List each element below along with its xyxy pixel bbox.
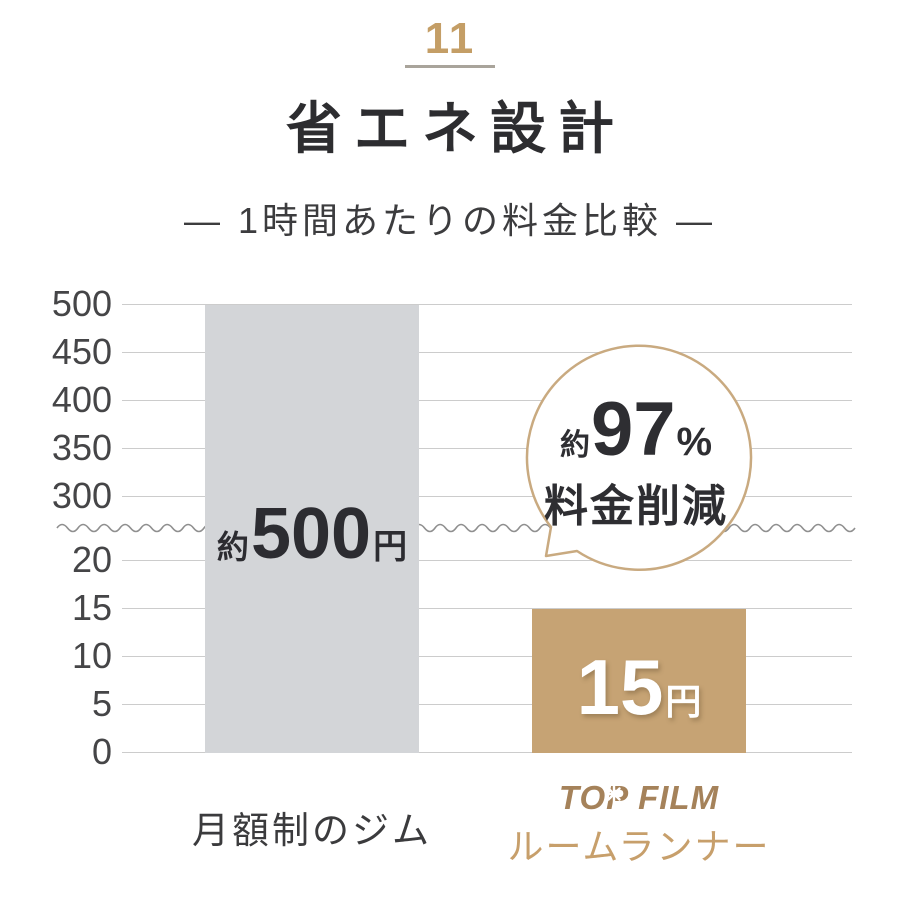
- gridline-0: [122, 752, 852, 753]
- reduction-prefix: 約: [559, 429, 590, 462]
- gridline-300: [122, 496, 852, 497]
- reduction-percent-line: 約 97%: [516, 392, 756, 468]
- y-tick-300: 300: [51, 475, 112, 516]
- gridline-20: [122, 560, 852, 561]
- y-tick-350: 350: [51, 427, 112, 468]
- gridline-15: [122, 608, 852, 609]
- logo-starburst-icon: [605, 785, 623, 803]
- reduction-caption: 料金削減: [544, 482, 728, 531]
- gridline-350: [122, 448, 852, 449]
- bar-treadmill-value: 15 円: [532, 648, 746, 726]
- top-film-logo: TOP FILM: [558, 779, 720, 816]
- gridline-5: [122, 704, 852, 705]
- category-label-treadmill: ルームランナー: [507, 826, 771, 867]
- gridline-450: [122, 352, 852, 353]
- y-tick-500: 500: [51, 283, 112, 324]
- gridline-500: [122, 304, 852, 305]
- y-tick-400: 400: [51, 379, 112, 420]
- gym-value-prefix: 約: [216, 529, 249, 565]
- section-number: 11: [424, 14, 476, 63]
- treadmill-value-number: 15: [576, 643, 664, 731]
- y-tick-10: 10: [71, 635, 112, 676]
- bar-treadmill: [532, 609, 746, 753]
- y-tick-20: 20: [71, 539, 112, 580]
- bar-gym-value: 約 500 円: [205, 498, 419, 570]
- gym-value-unit: 円: [373, 528, 408, 566]
- bar-gym: [205, 305, 419, 753]
- percent-sign: %: [676, 420, 713, 464]
- section-number-underline: [405, 65, 495, 68]
- y-tick-0: 0: [91, 731, 112, 772]
- page-title: 省エネ設計: [286, 97, 626, 160]
- y-tick-5: 5: [91, 683, 112, 724]
- reduction-value: 97: [590, 387, 676, 472]
- category-label-gym: 月額制のジム: [192, 810, 432, 851]
- treadmill-value-unit: 円: [665, 681, 702, 722]
- gridline-10: [122, 656, 852, 657]
- y-tick-15: 15: [71, 587, 112, 628]
- reduction-bubble-text: 約 97% 料金削減: [516, 392, 756, 534]
- reduction-bubble-shape: [525, 344, 753, 571]
- y-tick-450: 450: [51, 331, 112, 372]
- chart-subtitle: — 1時間あたりの料金比較 —: [183, 200, 717, 241]
- gridline-400: [122, 400, 852, 401]
- gym-value-number: 500: [250, 494, 372, 574]
